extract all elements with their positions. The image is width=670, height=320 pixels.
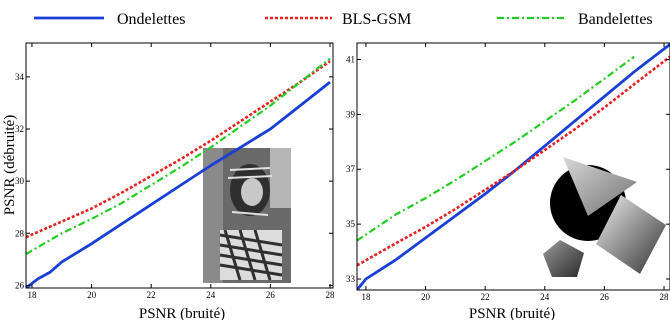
x-tick-label: 20 xyxy=(87,290,97,300)
y-tick-label: 28 xyxy=(15,228,25,238)
x-tick-label: 26 xyxy=(266,290,276,300)
series-line-bandelettes xyxy=(357,55,635,242)
series-lines-right xyxy=(357,43,670,290)
y-tick-label: 37 xyxy=(346,164,356,174)
y-tick-label: 39 xyxy=(346,109,356,119)
pentagon-shape xyxy=(543,240,584,277)
series-line-ondelettes xyxy=(26,81,331,288)
legend-label-bls-gsm: BLS-GSM xyxy=(342,11,411,28)
y-tick-label: 32 xyxy=(15,124,24,134)
y-tick-label: 41 xyxy=(346,54,355,64)
plot-frame-right xyxy=(356,42,670,291)
chart-right: 18 20 22 24 26 28 33 35 37 39 41 PSNR (bruité) xyxy=(346,42,670,320)
plot-frame-left xyxy=(25,42,334,289)
x-tick-label: 18 xyxy=(361,292,371,302)
y-axis-label-left: PSNR (débruité) xyxy=(2,115,18,215)
photo-scarf-pattern xyxy=(227,167,273,216)
x-tick-label: 26 xyxy=(600,292,610,302)
y-tick-label: 35 xyxy=(346,219,356,229)
legend-label-bandelettes: Bandelettes xyxy=(578,11,653,28)
triangle-shape xyxy=(563,157,637,216)
shapes-inset xyxy=(543,157,666,277)
series-line-bls-gsm xyxy=(26,60,331,239)
ticks-left: 18 20 22 24 26 28 26 28 30 32 34 xyxy=(15,43,335,300)
x-tick-label: 22 xyxy=(481,292,490,302)
series-line-ondelettes xyxy=(357,43,670,290)
ticks-right: 18 20 22 24 26 28 33 35 37 39 41 xyxy=(346,43,670,302)
series-line-bandelettes xyxy=(26,57,331,256)
photo-inset xyxy=(203,148,291,283)
legend: Ondelettes BLS-GSM Bandelettes xyxy=(34,11,653,28)
series-line-bls-gsm xyxy=(357,55,670,267)
legend-label-ondelettes: Ondelettes xyxy=(117,11,185,28)
photo-shade-right xyxy=(270,148,291,208)
y-tick-label: 26 xyxy=(15,280,25,290)
x-tick-label: 20 xyxy=(421,292,431,302)
x-tick-label: 24 xyxy=(540,292,550,302)
series-lines-left xyxy=(26,57,331,288)
x-axis-label-left: PSNR (bruité) xyxy=(139,306,225,320)
y-tick-label: 30 xyxy=(15,176,25,186)
x-axis-label-right: PSNR (bruité) xyxy=(469,306,555,320)
photo-stripes xyxy=(219,229,283,281)
photo-face xyxy=(241,178,263,206)
x-tick-label: 22 xyxy=(147,290,156,300)
x-tick-label: 28 xyxy=(326,290,336,300)
x-tick-label: 24 xyxy=(206,290,216,300)
photo-shade-left xyxy=(203,148,223,283)
x-tick-label: 28 xyxy=(660,292,670,302)
x-tick-label: 18 xyxy=(27,290,37,300)
y-tick-label: 33 xyxy=(346,274,356,284)
square-shape xyxy=(596,195,666,274)
chart-left: 18 20 22 24 26 28 26 28 30 32 34 PSNR (bruité) PSN… xyxy=(2,42,335,320)
y-tick-label: 34 xyxy=(15,72,25,82)
